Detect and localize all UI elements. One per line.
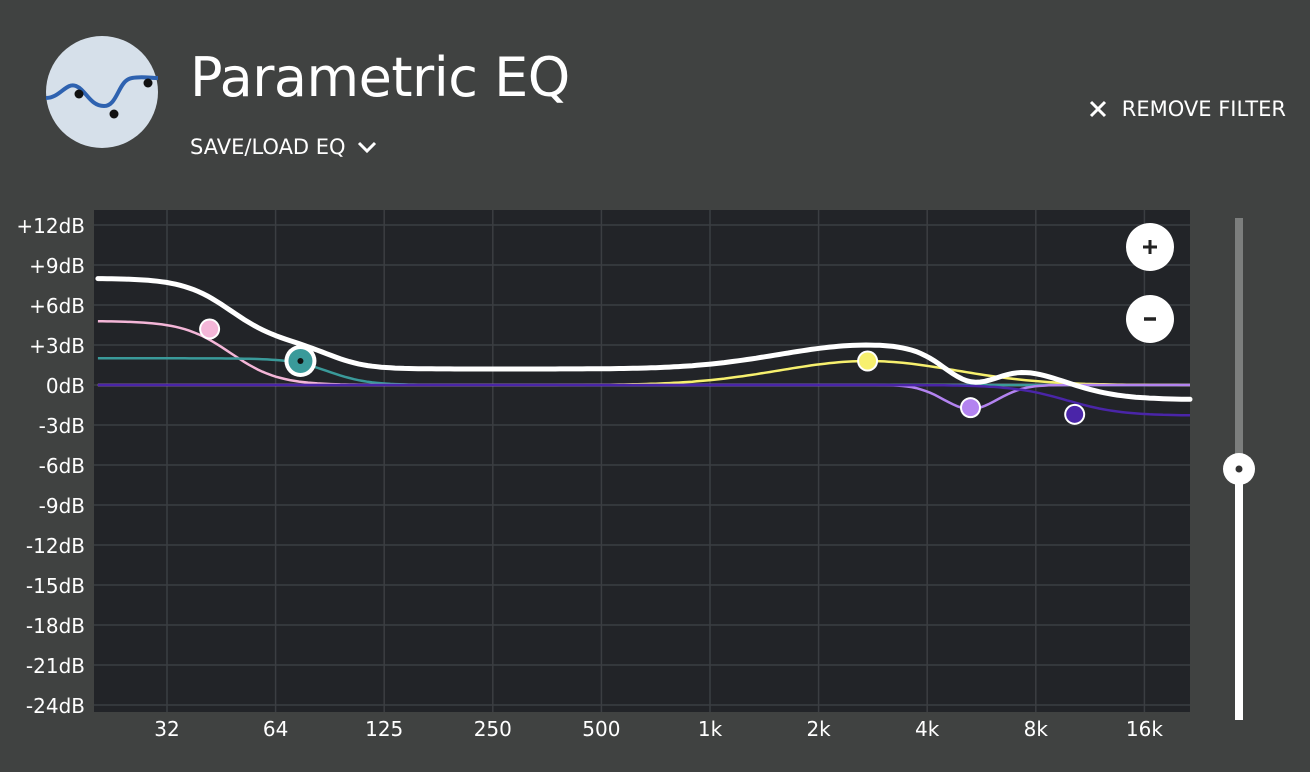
db-tick-label: -9dB — [39, 494, 85, 518]
close-icon — [1089, 100, 1106, 118]
db-tick-label: -3dB — [39, 414, 85, 438]
plot-area[interactable] — [94, 210, 1190, 712]
freq-tick-label: 4k — [915, 717, 940, 741]
filter-handle-notch-indigo[interactable] — [1064, 403, 1086, 425]
range-slider[interactable] — [1222, 218, 1256, 720]
freq-gridlines — [166, 210, 1146, 712]
minus-icon — [1144, 317, 1156, 321]
db-tick-label: -21dB — [26, 654, 85, 678]
db-tick-label: +3dB — [29, 334, 85, 358]
overall-response — [95, 276, 1193, 402]
db-tick-label: -12dB — [26, 534, 85, 558]
db-tick-label: +6dB — [29, 294, 85, 318]
freq-tick-label: 500 — [582, 717, 620, 741]
filter-handle-peak-yellow[interactable] — [857, 350, 879, 372]
remove-filter-button[interactable]: REMOVE FILTER — [1088, 94, 1286, 124]
overall-response-curve — [95, 276, 1193, 402]
db-gridlines — [94, 224, 1190, 706]
filter-curves — [97, 319, 1190, 417]
filter-curve-notch-indigo — [97, 383, 1190, 417]
freq-tick-label: 1k — [698, 717, 723, 741]
freq-tick-label: 32 — [154, 717, 179, 741]
db-tick-label: 0dB — [46, 374, 85, 398]
save-load-eq-dropdown[interactable]: SAVE/LOAD EQ — [190, 132, 378, 162]
slider-fill — [1235, 469, 1243, 720]
page-title: Parametric EQ — [190, 46, 570, 109]
freq-tick-label: 125 — [365, 717, 403, 741]
db-tick-label: -15dB — [26, 574, 85, 598]
eq-curve-icon — [46, 36, 158, 148]
filter-handle-low-shelf-teal[interactable] — [284, 345, 317, 377]
save-load-label: SAVE/LOAD EQ — [190, 135, 346, 159]
db-tick-label: +12dB — [16, 214, 85, 238]
slider-thumb[interactable] — [1223, 453, 1255, 485]
freq-tick-label: 250 — [474, 717, 512, 741]
zoom-out-button[interactable] — [1126, 295, 1174, 343]
db-tick-label: +9dB — [29, 254, 85, 278]
db-tick-label: -6dB — [39, 454, 85, 478]
freq-tick-label: 8k — [1024, 717, 1049, 741]
db-tick-label: -24dB — [26, 694, 85, 718]
db-tick-label: -18dB — [26, 614, 85, 638]
zoom-in-button[interactable] — [1126, 223, 1174, 271]
freq-axis: 32 64 125 250 500 1k 2k 4k 8k 16k — [154, 717, 1163, 741]
chevron-down-icon — [357, 141, 376, 154]
filter-handle-notch-lavender[interactable] — [960, 397, 982, 419]
freq-tick-label: 2k — [806, 717, 831, 741]
db-axis: +12dB +9dB +6dB +3dB 0dB -3dB -6dB -9dB -12dB -15… — [16, 214, 85, 718]
filter-handle-low-shelf-pink[interactable] — [199, 318, 221, 340]
filter-handles[interactable] — [199, 318, 1086, 425]
freq-tick-label: 16k — [1126, 717, 1163, 741]
eq-graph[interactable]: +12dB +9dB +6dB +3dB 0dB -3dB -6dB -9dB -12dB -15… — [0, 196, 1200, 756]
remove-filter-label: REMOVE FILTER — [1121, 97, 1286, 121]
freq-tick-label: 64 — [263, 717, 288, 741]
plus-icon — [1143, 240, 1157, 254]
